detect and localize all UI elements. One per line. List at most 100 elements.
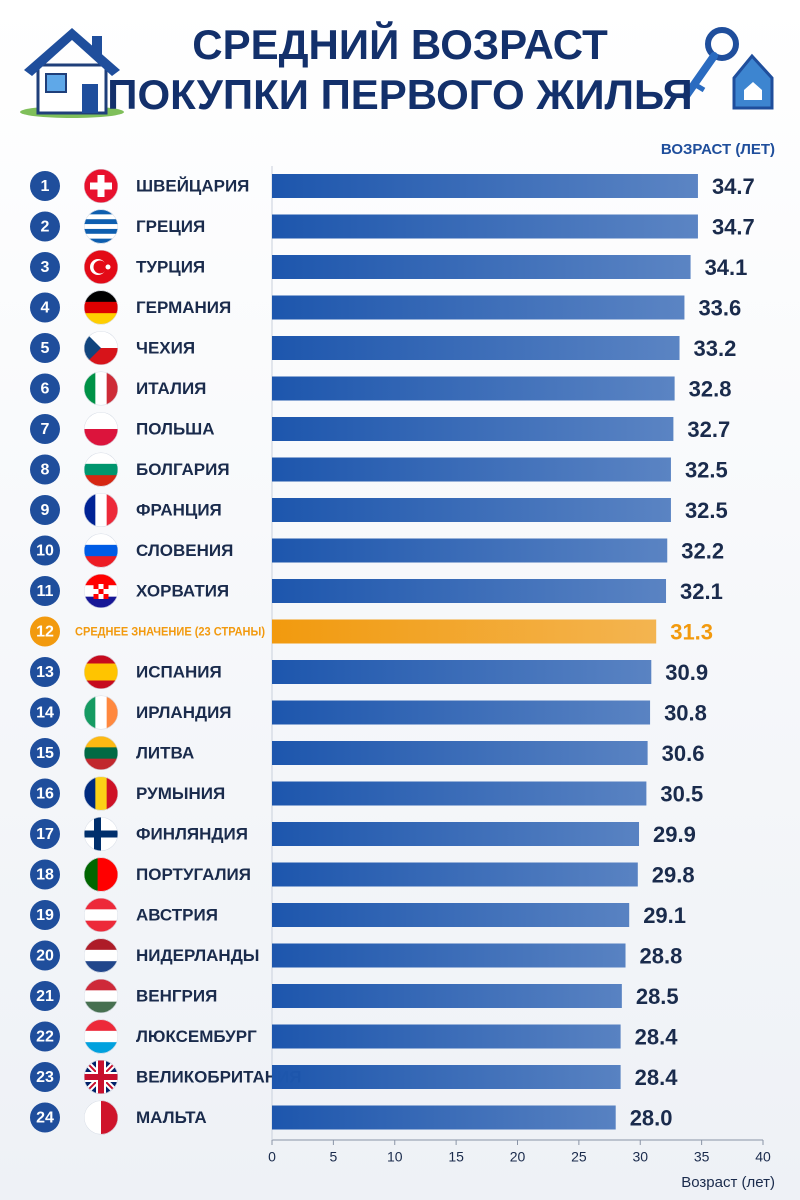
value-label: 28.4 — [635, 1024, 679, 1049]
rank-badge — [30, 414, 60, 444]
category-label: МАЛЬТА — [136, 1108, 207, 1127]
rank-badge — [30, 576, 60, 606]
rank-badge — [30, 981, 60, 1011]
x-tick-label: 30 — [632, 1149, 648, 1165]
rank-label: 18 — [36, 867, 54, 884]
x-tick-label: 0 — [268, 1149, 276, 1165]
category-label: ЧЕХИЯ — [136, 338, 195, 357]
category-label: АВСТРИЯ — [136, 905, 218, 924]
chart-title: СРЕДНИЙ ВОЗРАСТ — [192, 20, 608, 68]
flag — [84, 898, 118, 932]
rank-badge — [30, 1102, 60, 1133]
bar — [272, 619, 657, 644]
flag — [84, 817, 118, 851]
category-label: СЛОВЕНИЯ — [136, 541, 233, 560]
flag — [84, 857, 118, 892]
x-axis-label: Возраст (лет) — [681, 1174, 775, 1191]
category-label: ХОРВАТИЯ — [136, 581, 229, 600]
value-label: 30.6 — [662, 741, 705, 766]
rank-badge — [30, 697, 60, 728]
keys-icon — [682, 27, 774, 110]
flag — [84, 250, 118, 284]
bar — [272, 376, 675, 401]
bar — [272, 417, 674, 441]
flag — [84, 169, 118, 203]
rank-label: 16 — [36, 786, 54, 803]
value-label: 31.3 — [670, 619, 713, 644]
rank-badge — [30, 211, 60, 242]
value-label: 28.5 — [636, 984, 679, 1009]
rank-badge — [30, 738, 60, 768]
rank-label: 8 — [41, 462, 50, 479]
category-label: РУМЫНИЯ — [136, 784, 225, 803]
value-label: 29.9 — [653, 822, 696, 847]
value-label: 32.7 — [687, 417, 730, 442]
bar — [272, 903, 630, 927]
flag — [84, 290, 118, 325]
value-label: 34.7 — [712, 174, 755, 199]
category-label: СРЕДНЕЕ ЗНАЧЕНИЕ (23 СТРАНЫ) — [75, 625, 265, 639]
bar — [272, 862, 638, 887]
category-label: ФИНЛЯНДИЯ — [136, 824, 248, 843]
bar — [272, 295, 685, 320]
flag — [84, 1019, 118, 1054]
category-label: ПОЛЬША — [136, 419, 215, 438]
rank-label: 15 — [36, 745, 54, 762]
flag — [84, 412, 118, 446]
category-label: ИТАЛИЯ — [136, 379, 206, 398]
rank-badge — [30, 616, 60, 647]
rank-label: 17 — [36, 826, 54, 843]
value-axis-title: ВОЗРАСТ (ЛЕТ) — [661, 141, 775, 158]
rank-badge — [30, 778, 60, 809]
flag — [84, 776, 118, 811]
rank-badge — [30, 333, 60, 363]
rank-badge — [30, 1021, 60, 1052]
x-tick-label: 10 — [387, 1149, 403, 1165]
bar — [272, 822, 640, 846]
bar — [272, 741, 648, 765]
category-label: ГЕРМАНИЯ — [136, 298, 231, 317]
rank-label: 22 — [36, 1029, 54, 1046]
value-label: 32.8 — [689, 376, 732, 401]
flag — [84, 979, 118, 1013]
x-tick-label: 5 — [329, 1149, 337, 1165]
category-label: ГРЕЦИЯ — [136, 217, 205, 236]
rank-badge — [30, 252, 60, 282]
bar — [272, 781, 647, 806]
value-label: 32.1 — [680, 579, 723, 604]
category-label: НИДЕРЛАНДЫ — [136, 946, 259, 965]
rank-badge — [30, 292, 60, 323]
bar — [272, 214, 698, 239]
rank-label: 6 — [41, 381, 50, 398]
value-label: 33.2 — [694, 336, 737, 361]
flag — [84, 452, 118, 487]
x-tick-label: 40 — [755, 1149, 771, 1165]
house-icon — [20, 28, 124, 118]
rank-label: 9 — [41, 502, 50, 519]
rank-label: 21 — [36, 988, 54, 1005]
rank-label: 14 — [36, 705, 54, 722]
flag — [84, 331, 118, 365]
category-label: ФРАНЦИЯ — [136, 500, 222, 519]
rank-label: 2 — [41, 219, 50, 236]
category-label: ВЕНГРИЯ — [136, 986, 217, 1005]
x-tick-label: 25 — [571, 1149, 587, 1165]
rank-label: 19 — [36, 907, 54, 924]
category-label: ВЕЛИКОБРИТАНИЯ — [136, 1067, 301, 1086]
bar — [272, 660, 652, 684]
value-label: 34.7 — [712, 214, 755, 239]
x-tick-label: 15 — [448, 1149, 464, 1165]
value-label: 33.6 — [698, 295, 741, 320]
flag — [84, 938, 118, 973]
bar — [272, 538, 668, 563]
bar — [272, 1105, 616, 1130]
value-label: 32.5 — [685, 498, 728, 523]
x-tick-label: 35 — [694, 1149, 710, 1165]
rank-label: 11 — [37, 583, 54, 600]
bar — [272, 498, 671, 522]
rank-badge — [30, 373, 60, 404]
rank-badge — [30, 657, 60, 687]
rank-label: 10 — [36, 543, 54, 560]
